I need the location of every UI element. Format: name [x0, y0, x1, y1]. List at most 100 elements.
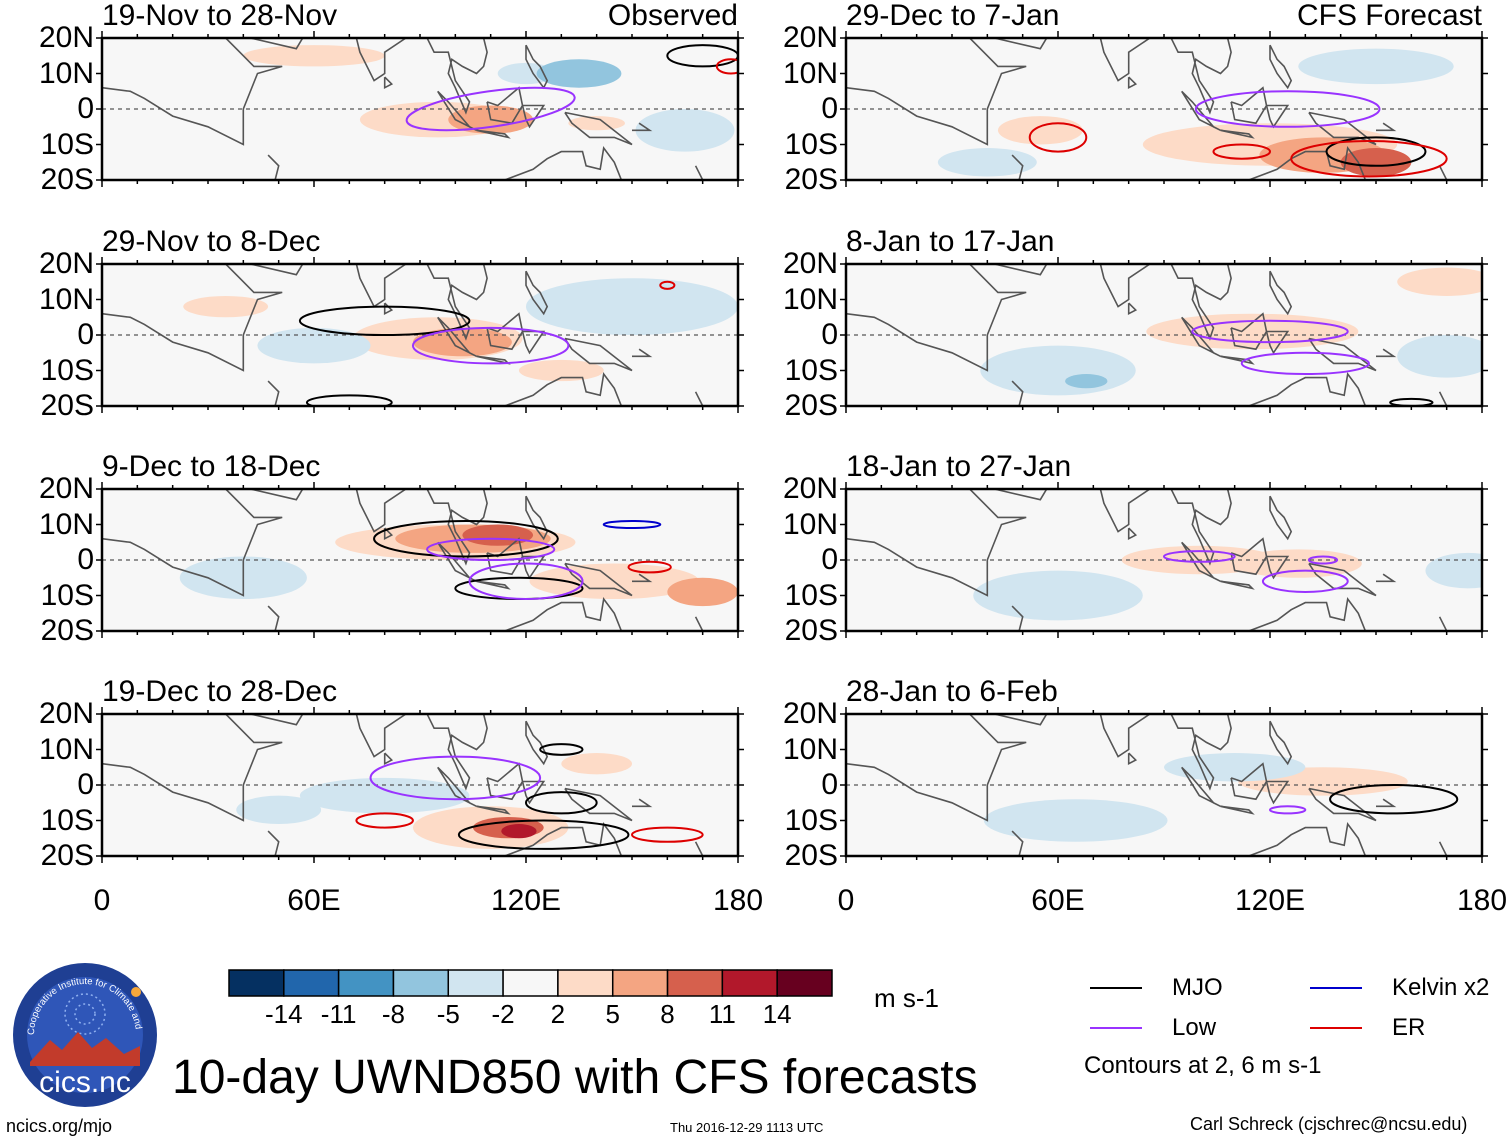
- wind-anomaly-shading: [1425, 552, 1482, 589]
- legend-label: ER: [1392, 1014, 1426, 1041]
- panel-title: 19-Nov to 28-Nov: [102, 0, 338, 32]
- contour-line: [457, 819, 630, 850]
- wind-anomaly-shading: [1397, 267, 1482, 296]
- coastline: [1438, 616, 1448, 631]
- coastline: [1127, 302, 1138, 316]
- coastline: [476, 805, 511, 815]
- colorbar-swatch: [228, 969, 285, 997]
- coastline: [383, 527, 394, 541]
- coastline: [102, 714, 283, 822]
- y-tick-label: 20N: [38, 247, 94, 280]
- y-tick-label: 20S: [784, 839, 838, 872]
- legend-line-mjo: [1090, 987, 1142, 989]
- contour-line: [305, 394, 393, 406]
- coastline: [267, 154, 280, 180]
- legend-line-low: [1090, 1027, 1142, 1029]
- coastline: [250, 38, 304, 50]
- coastline: [632, 573, 653, 583]
- coastline: [1265, 330, 1290, 355]
- x-tick-label: 0: [837, 884, 855, 917]
- coastline: [267, 380, 280, 406]
- coastline: [694, 841, 704, 856]
- wind-anomaly-shading: [462, 524, 534, 546]
- coastline: [1011, 154, 1024, 180]
- contour-line: [666, 44, 738, 68]
- coastline: [1438, 391, 1448, 406]
- contour-note: Contours at 2, 6 m s-1: [1084, 1052, 1322, 1079]
- contour-line: [1261, 569, 1349, 593]
- coastline: [525, 720, 549, 766]
- colorbar-level-label: 5: [605, 999, 620, 1029]
- coastline: [342, 264, 409, 308]
- coastline: [504, 822, 623, 856]
- coastline: [504, 597, 623, 631]
- coastline: [1308, 562, 1377, 597]
- y-tick-label: 10S: [40, 578, 94, 612]
- coastline: [1376, 348, 1397, 358]
- contour-line: [1269, 805, 1307, 815]
- coastline: [1265, 555, 1290, 580]
- y-tick-label: 20S: [40, 163, 94, 196]
- contour-line: [1212, 143, 1272, 160]
- coastline: [1181, 766, 1221, 808]
- panel-source-label: Observed: [607, 0, 738, 32]
- y-tick-label: 10N: [782, 282, 838, 316]
- wind-anomaly-shading: [983, 799, 1168, 842]
- contour-line: [659, 280, 676, 290]
- coastline: [476, 355, 511, 365]
- y-tick-label: 20N: [38, 697, 94, 730]
- wind-anomaly-shading: [501, 824, 537, 839]
- y-tick-label: 20N: [38, 21, 94, 54]
- author-credit: Carl Schreck (cjschrec@ncsu.edu): [1190, 1114, 1468, 1134]
- wind-anomaly-shading: [257, 327, 371, 364]
- coastline: [564, 562, 633, 597]
- y-tick-label: 10N: [782, 56, 838, 90]
- y-tick-label: 20S: [40, 389, 94, 422]
- wind-anomaly-shading: [1340, 148, 1412, 177]
- coastline: [694, 391, 704, 406]
- y-tick-label: 10S: [784, 578, 838, 612]
- wind-anomaly-shading: [1298, 48, 1454, 85]
- map-panel: [840, 257, 1488, 413]
- map-panel: [840, 482, 1488, 638]
- colorbar-swatch: [337, 969, 395, 997]
- coastline: [694, 616, 704, 631]
- coastline: [1269, 720, 1293, 766]
- coastline: [476, 580, 511, 590]
- coastline: [1438, 841, 1448, 856]
- colorbar-level-label: -11: [320, 999, 357, 1029]
- panel-title: 9-Dec to 18-Dec: [102, 450, 321, 483]
- coastline: [102, 264, 283, 372]
- coastline: [1308, 787, 1377, 822]
- contour-line: [715, 58, 738, 75]
- y-tick-label: 10S: [40, 127, 94, 161]
- coastline: [437, 316, 477, 358]
- wind-anomaly-shading: [536, 59, 622, 88]
- colorbar-swatch: [447, 969, 504, 997]
- coastline: [564, 111, 633, 146]
- logo-text: cics.nc: [39, 1066, 131, 1099]
- coastline: [426, 38, 488, 115]
- coastline: [1308, 337, 1377, 372]
- coastline: [267, 830, 280, 856]
- coastline: [1265, 780, 1290, 805]
- contour-line: [1191, 319, 1349, 344]
- colorbar-swatch: [557, 969, 614, 997]
- legend-label: Kelvin x2: [1392, 974, 1490, 1001]
- y-tick-label: 20S: [784, 163, 838, 196]
- panel-title: 28-Jan to 6-Feb: [846, 675, 1058, 708]
- y-tick-label: 10N: [38, 56, 94, 90]
- coastline: [1438, 165, 1448, 180]
- colorbar-swatch: [721, 969, 778, 997]
- coastline: [1181, 90, 1221, 132]
- map-panel: [96, 257, 744, 413]
- y-tick-label: 10S: [40, 803, 94, 837]
- colorbar-level-label: 11: [708, 999, 736, 1029]
- wind-anomaly-shading: [243, 45, 385, 67]
- coastline: [383, 752, 394, 766]
- coastline: [1269, 495, 1293, 541]
- wind-anomaly-shading: [635, 109, 735, 152]
- contour-line: [426, 537, 556, 561]
- contour-line: [1194, 90, 1381, 128]
- site-link[interactable]: ncics.org/mjo: [6, 1116, 113, 1136]
